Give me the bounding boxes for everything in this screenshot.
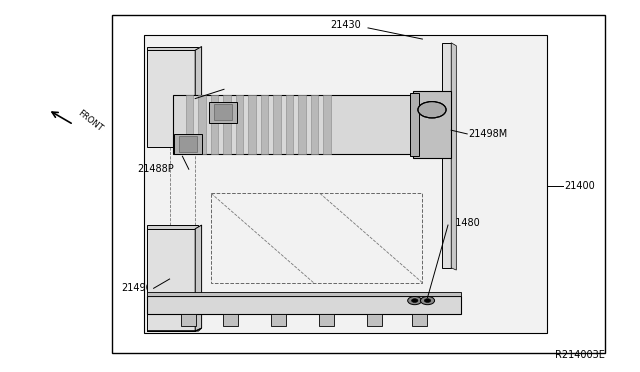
Text: 21496: 21496 xyxy=(122,283,152,293)
Polygon shape xyxy=(310,95,318,154)
Polygon shape xyxy=(298,95,306,154)
Polygon shape xyxy=(271,314,286,326)
Polygon shape xyxy=(273,95,281,154)
Polygon shape xyxy=(147,225,198,229)
Circle shape xyxy=(424,299,431,302)
Polygon shape xyxy=(147,328,202,331)
Text: 21480: 21480 xyxy=(449,218,480,228)
Text: FRONT: FRONT xyxy=(76,109,104,133)
Polygon shape xyxy=(195,225,202,331)
Polygon shape xyxy=(223,95,231,154)
Polygon shape xyxy=(179,136,197,152)
Bar xyxy=(112,15,605,353)
Polygon shape xyxy=(195,46,202,147)
Polygon shape xyxy=(285,95,293,154)
Text: 21488P: 21488P xyxy=(138,164,174,174)
Polygon shape xyxy=(186,95,193,154)
Polygon shape xyxy=(214,104,232,120)
Polygon shape xyxy=(413,91,451,158)
Polygon shape xyxy=(323,95,331,154)
Polygon shape xyxy=(209,102,237,123)
Polygon shape xyxy=(181,314,196,326)
Polygon shape xyxy=(173,95,438,154)
Polygon shape xyxy=(410,93,419,156)
Polygon shape xyxy=(223,314,238,326)
Text: 21400: 21400 xyxy=(564,181,595,191)
Text: 21498M: 21498M xyxy=(468,129,508,139)
Polygon shape xyxy=(147,296,461,314)
Text: R214003E: R214003E xyxy=(555,350,605,360)
Polygon shape xyxy=(248,95,256,154)
Polygon shape xyxy=(236,95,243,154)
Polygon shape xyxy=(174,134,202,154)
Polygon shape xyxy=(198,95,206,154)
Polygon shape xyxy=(442,43,451,268)
Polygon shape xyxy=(147,50,195,147)
Polygon shape xyxy=(412,314,427,326)
Circle shape xyxy=(408,296,422,305)
Polygon shape xyxy=(147,46,198,50)
Polygon shape xyxy=(147,229,195,331)
Polygon shape xyxy=(147,292,461,296)
Polygon shape xyxy=(319,314,334,326)
Circle shape xyxy=(418,102,446,118)
Text: 21430: 21430 xyxy=(330,20,361,30)
Polygon shape xyxy=(211,95,218,154)
Polygon shape xyxy=(451,43,456,270)
Polygon shape xyxy=(144,35,547,333)
Circle shape xyxy=(420,296,435,305)
Polygon shape xyxy=(367,314,382,326)
Text: 21496: 21496 xyxy=(152,84,182,94)
Circle shape xyxy=(412,299,418,302)
Polygon shape xyxy=(260,95,268,154)
